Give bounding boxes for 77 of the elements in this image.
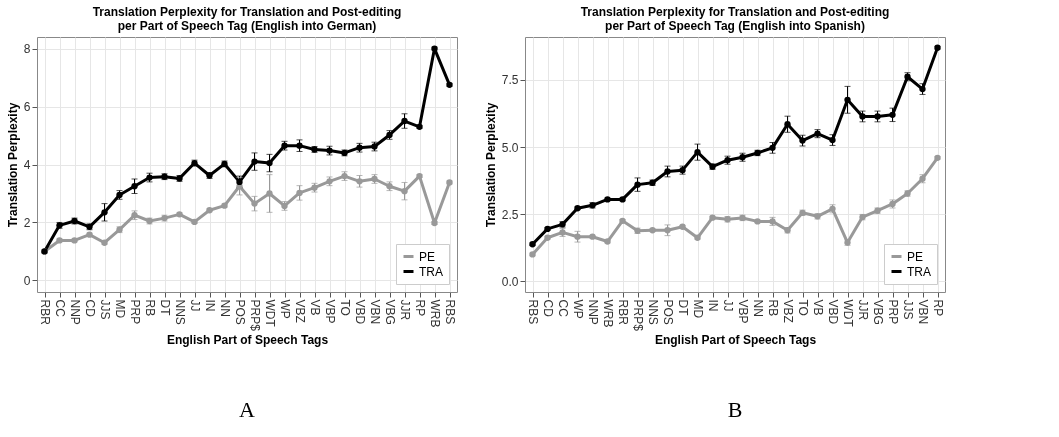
legend-label: PE <box>419 249 436 264</box>
y-tick-label: 5.0 <box>501 140 519 155</box>
x-tick-label: RP <box>931 299 945 317</box>
legend-label: TRA <box>907 264 931 279</box>
x-tick-label: VBD <box>826 299 840 325</box>
x-tick-label: WP <box>571 299 585 319</box>
text: A <box>239 397 256 422</box>
x-tick-label: VBG <box>871 299 885 325</box>
x-tick-label: RB <box>143 299 157 317</box>
x-tick-label: VBN <box>368 299 382 325</box>
y-tick-label: 8 <box>23 42 31 57</box>
x-tick-label: POS <box>661 299 675 325</box>
x-axis-title: English Part of Speech Tags <box>166 332 329 347</box>
x-tick-label: DT <box>676 299 690 317</box>
x-tick-label: WDT <box>841 299 855 328</box>
x-tick-label: CC <box>556 299 570 318</box>
x-tick-label: CD <box>83 299 97 318</box>
x-tick-label: VBZ <box>781 299 795 323</box>
x-tick-label: JJR <box>856 299 870 321</box>
x-tick-label: POS <box>233 299 247 325</box>
x-axis-title: English Part of Speech Tags <box>654 332 817 347</box>
x-tick-label: VBP <box>323 299 337 324</box>
x-tick-label: CC <box>53 299 67 318</box>
x-tick-label: WP <box>278 299 292 319</box>
y-tick-label: 2 <box>23 215 31 230</box>
x-tick-label: VBN <box>916 299 930 325</box>
x-tick-label: CD <box>541 299 555 318</box>
x-tick-label: NN <box>218 299 232 317</box>
legend-label: PE <box>907 249 924 264</box>
y-tick-label: 0 <box>23 273 31 288</box>
x-tick-label: RBS <box>526 299 540 325</box>
x-tick-label: PRP <box>128 299 142 325</box>
x-tick-label: DT <box>158 299 172 317</box>
x-tick-label: VB <box>308 299 322 316</box>
x-tick-label: VBP <box>736 299 750 324</box>
y-tick-label: 2.5 <box>501 207 519 222</box>
x-tick-label: NNP <box>68 299 82 325</box>
x-tick-label: MD <box>691 299 705 319</box>
x-tick-label: RBR <box>38 299 52 326</box>
y-tick-label: 0.0 <box>501 274 519 289</box>
x-tick-label: RBR <box>616 299 630 326</box>
x-tick-label: TO <box>796 299 810 316</box>
x-tick-label: WDT <box>263 299 277 328</box>
chart-title: Translation Perplexity for Translation and Post-editing per Part of Speech Tag (English into German) <box>92 5 402 33</box>
x-tick-label: NNS <box>646 299 660 325</box>
x-tick-label: VBG <box>383 299 397 325</box>
x-tick-label: VBD <box>353 299 367 325</box>
x-tick-label: PRP$ <box>248 299 262 332</box>
x-tick-label: TO <box>338 299 352 316</box>
x-tick-label: IN <box>203 299 217 312</box>
x-tick-label: VBZ <box>293 299 307 323</box>
x-tick-label: WRB <box>601 299 615 328</box>
x-tick-label: JJS <box>98 299 112 320</box>
text: B <box>727 397 743 422</box>
x-tick-label: RBS <box>443 299 457 325</box>
legend-label: TRA <box>419 264 443 279</box>
x-tick-label: RP <box>413 299 427 317</box>
x-tick-label: PRP <box>886 299 900 325</box>
x-tick-label: IN <box>706 299 720 312</box>
chart-title: Translation Perplexity for Translation and Post-editing per Part of Speech Tag (English into Spanish) <box>580 5 890 33</box>
x-tick-label: VB <box>811 299 825 316</box>
y-axis-title: Translation Perplexity <box>5 102 20 228</box>
y-tick-label: 6 <box>23 100 31 115</box>
x-tick-label: NNP <box>586 299 600 325</box>
x-tick-label: NN <box>751 299 765 317</box>
x-tick-label: RB <box>766 299 780 317</box>
y-axis-title: Translation Perplexity <box>483 102 498 228</box>
x-tick-label: MD <box>113 299 127 319</box>
x-tick-label: NNS <box>173 299 187 325</box>
x-tick-label: JJS <box>901 299 915 320</box>
y-tick-label: 4 <box>23 158 31 172</box>
x-tick-label: JJ <box>188 299 202 312</box>
x-tick-label: JJR <box>398 299 412 321</box>
x-tick-label: WRB <box>428 299 442 328</box>
x-tick-label: JJ <box>721 299 735 312</box>
y-tick-label: 7.5 <box>501 73 519 88</box>
x-tick-label: PRP$ <box>631 299 645 332</box>
